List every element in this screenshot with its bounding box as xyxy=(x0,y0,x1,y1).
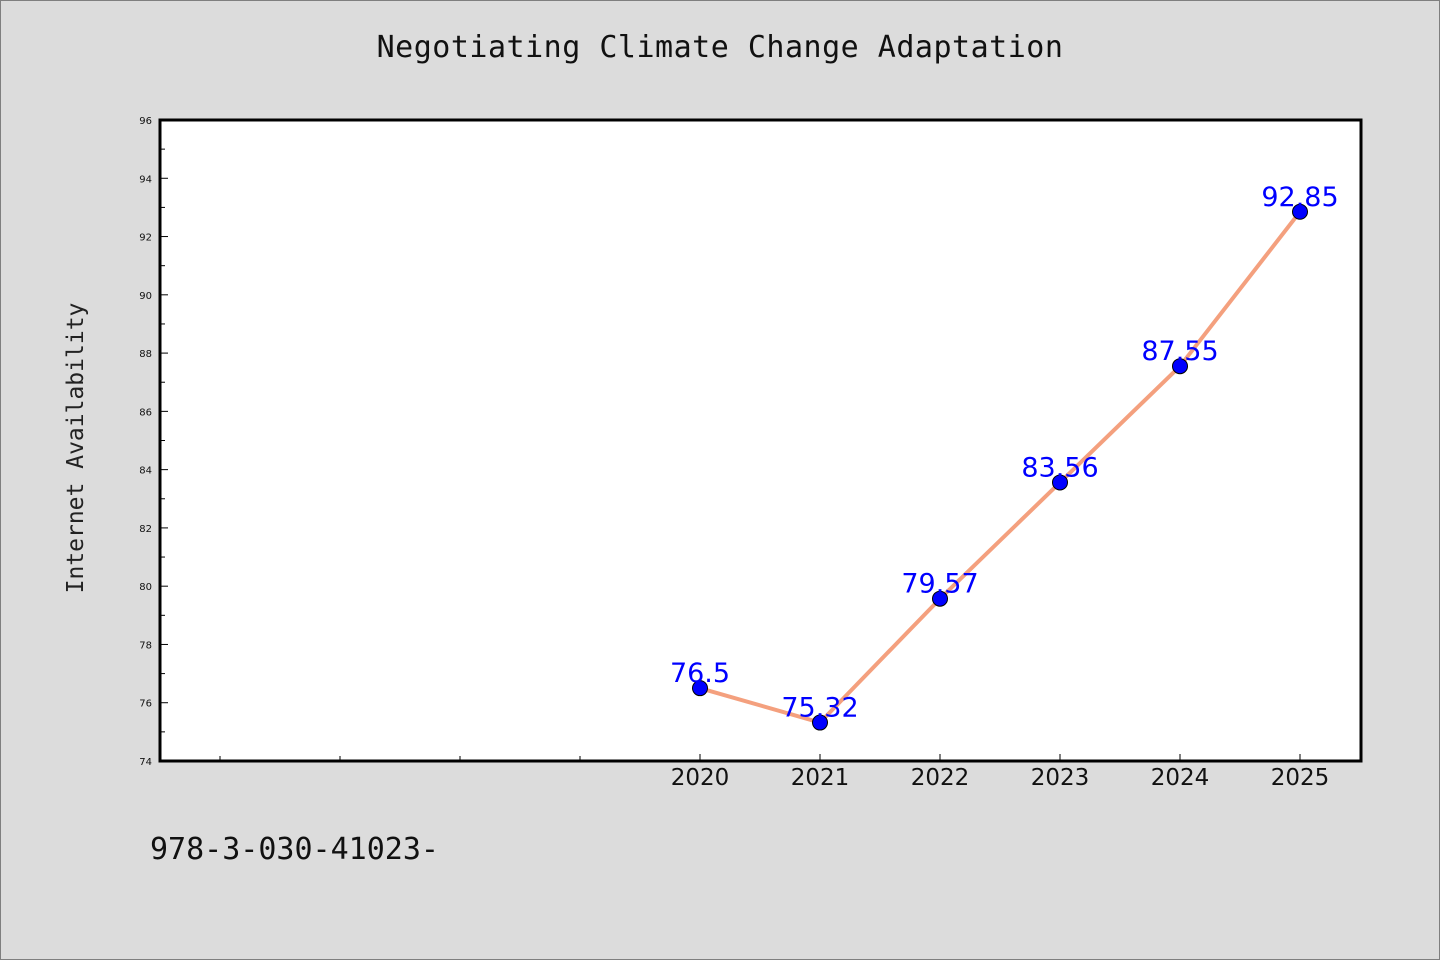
x-axis: 2020 2021 2022 2023 2024 2025 xyxy=(219,754,1330,791)
y-tick-label: 80 xyxy=(139,582,152,593)
x-tick-label: 2020 xyxy=(671,765,730,791)
plot-area xyxy=(158,118,1363,763)
data-label: 75.32 xyxy=(781,693,858,724)
y-tick-label: 96 xyxy=(139,116,152,127)
y-tick-label: 94 xyxy=(139,174,152,185)
y-tick-label: 76 xyxy=(139,699,152,710)
chart-title: Negotiating Climate Change Adaptation xyxy=(376,30,1064,65)
x-tick-label: 2025 xyxy=(1271,765,1330,791)
y-tick-label: 88 xyxy=(139,349,152,360)
data-point xyxy=(1172,358,1188,375)
data-point xyxy=(932,590,948,607)
y-tick-label: 74 xyxy=(139,757,152,768)
y-tick-label: 84 xyxy=(139,466,152,477)
x-tick-label: 2023 xyxy=(1031,765,1090,791)
y-tick-label: 82 xyxy=(139,524,152,535)
y-tick-label: 92 xyxy=(139,233,152,244)
series-line xyxy=(699,210,1302,725)
data-point xyxy=(1052,474,1068,491)
data-label: 83.56 xyxy=(1021,452,1098,483)
data-label: 79.57 xyxy=(901,569,978,600)
y-tick-label: 90 xyxy=(139,291,152,302)
y-axis: 74 76 78 80 82 84 86 88 90 92 94 96 xyxy=(139,116,168,768)
x-tick-label: 2022 xyxy=(911,765,970,791)
footer-text: 978-3-030-41023- xyxy=(150,832,439,867)
series-group xyxy=(692,203,1308,731)
x-tick-label: 2021 xyxy=(791,765,850,791)
data-labels: 76.5 75.32 79.57 83.56 87.55 92.85 xyxy=(670,182,1339,724)
data-label: 76.5 xyxy=(670,658,730,689)
data-point xyxy=(692,680,708,697)
y-tick-label: 86 xyxy=(139,407,152,418)
x-tick-label: 2024 xyxy=(1151,765,1210,791)
y-tick-label: 78 xyxy=(139,640,152,651)
data-point xyxy=(812,714,828,731)
data-label: 87.55 xyxy=(1141,336,1218,367)
data-label: 92.85 xyxy=(1261,182,1338,213)
data-point xyxy=(1292,203,1308,220)
